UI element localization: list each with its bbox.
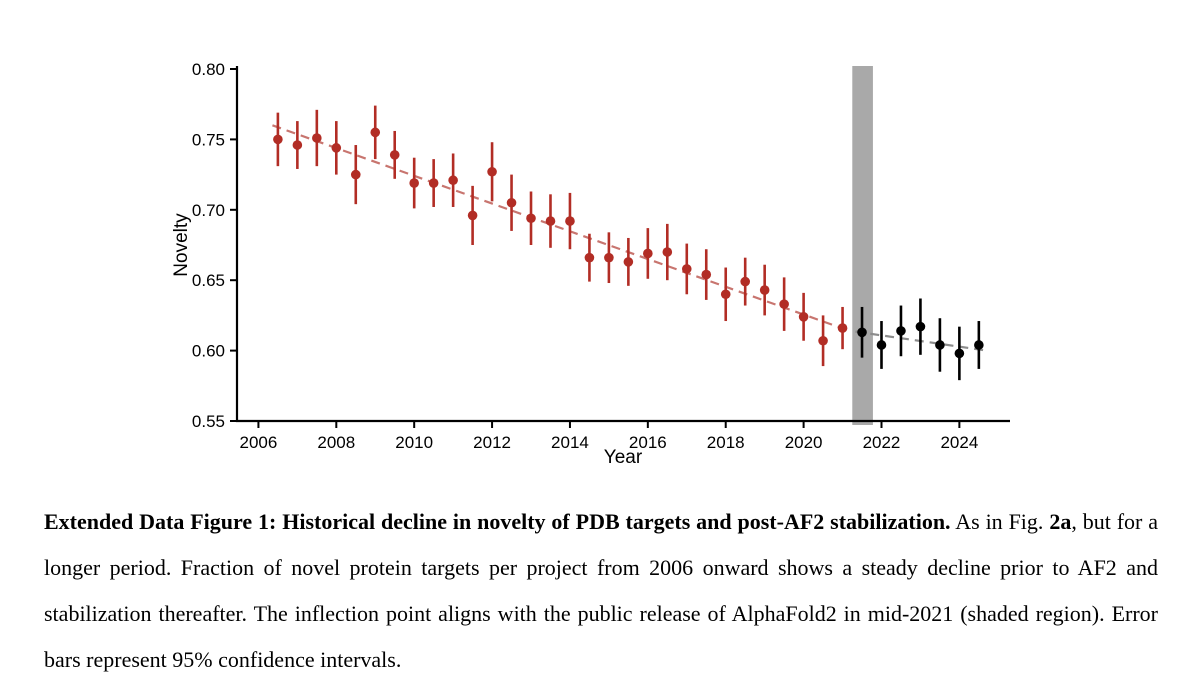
data-point — [370, 127, 381, 138]
data-point — [506, 197, 517, 208]
data-point — [273, 134, 283, 145]
data-point — [818, 335, 828, 346]
y-tick-label: 0.80 — [192, 60, 225, 79]
data-point — [487, 166, 497, 177]
x-tick-label: 2008 — [317, 433, 355, 452]
data-point — [915, 321, 926, 332]
data-point — [681, 264, 692, 274]
data-point — [935, 340, 945, 350]
x-axis-title: Year — [604, 447, 643, 468]
x-tick-label: 2016 — [629, 433, 667, 452]
data-point — [779, 299, 789, 309]
af2-release-band — [852, 66, 873, 425]
data-point — [350, 169, 361, 180]
data-point — [720, 289, 731, 300]
data-point — [759, 285, 770, 295]
x-tick-label: 2014 — [551, 433, 589, 452]
axis-spines — [235, 66, 1010, 423]
caption-bold-text: Extended Data Figure 1: Historical decli… — [44, 509, 951, 534]
data-point — [331, 143, 342, 153]
x-tick-label: 2010 — [395, 433, 433, 452]
figure-caption: Extended Data Figure 1: Historical decli… — [44, 499, 1158, 683]
data-point — [896, 326, 906, 336]
novelty-chart: 0.55 0.60 0.65 0.70 0.75 0.80 2006 2008 2010 2012… — [171, 60, 1010, 468]
data-point — [798, 312, 809, 322]
data-point — [623, 257, 634, 267]
y-tick-label: 0.60 — [192, 342, 225, 361]
data-point — [701, 269, 712, 280]
caption-text: As in Fig. — [950, 509, 1050, 534]
y-axis-title: Novelty — [171, 213, 192, 277]
data-point — [565, 216, 575, 226]
data-point — [312, 133, 322, 143]
data-point — [448, 175, 458, 186]
data-point — [604, 252, 614, 263]
data-point — [857, 327, 867, 338]
x-tick-label: 2024 — [940, 433, 978, 452]
data-point — [740, 276, 750, 287]
x-tick-label: 2022 — [863, 433, 901, 452]
data-point — [662, 247, 673, 257]
data-point — [292, 140, 303, 150]
y-tick-label: 0.65 — [192, 271, 225, 290]
data-point — [545, 216, 556, 226]
data-point — [389, 150, 400, 160]
y-tick-label: 0.75 — [192, 130, 225, 149]
x-tick-label: 2012 — [473, 433, 511, 452]
data-point — [876, 340, 887, 350]
y-tick-label: 0.55 — [192, 412, 225, 431]
x-tick-label: 2006 — [240, 433, 278, 452]
data-point — [954, 348, 965, 359]
data-point — [643, 248, 653, 259]
data-point — [974, 340, 984, 350]
data-point — [467, 210, 478, 221]
data-point — [409, 178, 419, 188]
plot-area: 0.55 0.60 0.65 0.70 0.75 0.80 2006 2008 2010 2012… — [192, 60, 987, 452]
caption-text: , but for a longer period. Fraction of n… — [44, 509, 1158, 672]
y-tick-label: 0.70 — [192, 201, 225, 220]
data-point — [584, 252, 595, 263]
data-point — [428, 178, 439, 188]
data-point — [837, 323, 848, 333]
x-tick-label: 2020 — [785, 433, 823, 452]
caption-bold-text: 2a — [1049, 509, 1072, 534]
data-point — [526, 213, 536, 224]
pre-af2-trendline — [272, 124, 852, 333]
x-tick-label: 2018 — [707, 433, 745, 452]
